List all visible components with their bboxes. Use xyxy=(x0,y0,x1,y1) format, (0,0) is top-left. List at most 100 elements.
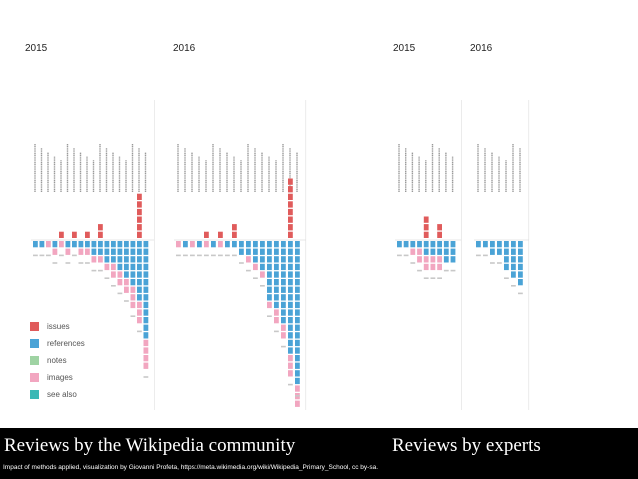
visualization xyxy=(31,100,530,410)
bar-references-0-15-3 xyxy=(130,263,136,271)
legend-swatch-images xyxy=(30,373,39,382)
count-tick-1-10 xyxy=(246,269,251,272)
count-tick-3-2 xyxy=(490,262,495,264)
bar-references-0-17-3 xyxy=(143,263,149,271)
legend-swatch-issues xyxy=(30,322,39,331)
bar-images-1-15-0 xyxy=(281,324,286,331)
bar-references-0-3-0 xyxy=(52,241,58,248)
bar-references-1-10-0 xyxy=(246,241,251,248)
bar-references-1-17-4 xyxy=(295,271,300,278)
bar-references-3-6-2 xyxy=(518,256,523,263)
bar-images-2-5-1 xyxy=(430,263,436,271)
count-tick-1-15 xyxy=(281,345,286,348)
bar-images-1-2-0 xyxy=(190,241,195,248)
bar-references-1-17-2 xyxy=(295,256,300,263)
bar-references-2-7-2 xyxy=(443,256,449,263)
bar-references-0-17-12 xyxy=(143,332,149,339)
bar-references-1-14-5 xyxy=(274,279,279,286)
bar-references-2-7-0 xyxy=(443,241,449,248)
bar-images-0-17-0 xyxy=(143,339,149,347)
count-tick-2-3 xyxy=(417,269,422,272)
bar-references-1-11-0 xyxy=(253,241,258,248)
bar-images-1-4-0 xyxy=(204,241,209,248)
bar-references-0-15-1 xyxy=(130,248,136,255)
bar-references-1-11-1 xyxy=(253,248,258,255)
bar-references-0-7-0 xyxy=(78,241,84,248)
bar-references-0-12-2 xyxy=(111,256,116,263)
bar-issues-1-16-5 xyxy=(288,193,293,200)
count-tick-0-13 xyxy=(117,292,123,295)
bar-references-0-12-1 xyxy=(111,248,116,255)
bar-references-1-12-2 xyxy=(260,256,265,263)
bar-references-2-8-2 xyxy=(450,256,456,263)
bar-references-2-7-1 xyxy=(443,248,449,255)
bar-references-3-5-3 xyxy=(511,263,516,271)
bar-references-3-6-5 xyxy=(518,279,523,286)
bar-images-0-15-0 xyxy=(130,286,136,293)
bar-images-0-9-0 xyxy=(91,256,97,263)
legend-swatch-notes xyxy=(30,356,39,365)
bar-issues-1-6-0 xyxy=(218,231,223,238)
bar-references-3-5-2 xyxy=(511,256,516,263)
bar-references-1-10-1 xyxy=(246,248,251,255)
bar-references-0-11-1 xyxy=(104,248,110,255)
bar-references-2-2-0 xyxy=(410,241,416,248)
bar-issues-1-16-3 xyxy=(288,208,293,216)
bar-references-1-1-0 xyxy=(183,241,188,248)
bar-references-1-5-0 xyxy=(211,241,216,248)
bar-references-1-16-9 xyxy=(288,309,293,316)
bar-images-1-12-0 xyxy=(260,271,265,278)
count-tick-0-2 xyxy=(46,254,51,257)
bar-references-1-17-8 xyxy=(295,301,300,309)
bar-issues-2-6-1 xyxy=(437,224,442,231)
bar-images-1-15-1 xyxy=(281,332,286,339)
bar-images-2-6-0 xyxy=(437,256,442,263)
bar-references-2-8-1 xyxy=(450,248,456,255)
count-tick-1-3 xyxy=(197,254,202,257)
bar-references-0-17-2 xyxy=(143,256,149,263)
legend-swatch-see-also xyxy=(30,390,39,399)
bar-references-1-16-1 xyxy=(288,248,293,255)
bar-issues-1-16-4 xyxy=(288,201,293,208)
bar-images-1-16-0 xyxy=(288,355,293,362)
bar-references-0-10-1 xyxy=(98,248,103,255)
bar-references-0-17-9 xyxy=(143,309,149,316)
bar-references-1-14-4 xyxy=(274,271,279,278)
bar-references-1-14-2 xyxy=(274,256,279,263)
count-tick-0-17 xyxy=(143,376,149,378)
bar-images-2-3-1 xyxy=(417,256,422,263)
bar-references-1-12-0 xyxy=(260,241,265,248)
bar-references-1-3-0 xyxy=(197,241,202,248)
bar-references-1-7-0 xyxy=(225,241,230,248)
bar-references-1-17-11 xyxy=(295,324,300,331)
bar-images-0-14-0 xyxy=(124,279,129,286)
bar-references-1-17-7 xyxy=(295,294,300,301)
bar-references-3-4-1 xyxy=(504,248,509,255)
bar-images-1-11-0 xyxy=(253,263,258,271)
count-tick-0-12 xyxy=(111,285,116,287)
bar-images-0-17-3 xyxy=(143,362,149,369)
bar-references-1-16-13 xyxy=(288,339,293,347)
bar-issues-0-4-0 xyxy=(59,231,64,238)
bar-references-0-11-2 xyxy=(104,256,110,263)
caption-experts: Reviews by experts xyxy=(392,435,541,456)
bar-references-3-4-2 xyxy=(504,256,509,263)
credit-line: Impact of methods applied, visualization… xyxy=(3,464,378,471)
count-tick-0-4 xyxy=(59,254,64,257)
bar-references-2-3-0 xyxy=(417,241,422,248)
bar-references-0-14-1 xyxy=(124,248,129,255)
bar-issues-1-16-1 xyxy=(288,224,293,231)
count-tick-0-14 xyxy=(124,300,129,302)
legend-item-see-also: see also xyxy=(30,386,85,403)
bar-issues-0-10-1 xyxy=(98,224,103,231)
bar-issues-2-4-0 xyxy=(423,231,429,238)
count-tick-2-5 xyxy=(430,277,436,279)
bar-images-1-13-0 xyxy=(267,301,272,309)
bar-references-3-5-1 xyxy=(511,248,516,255)
bar-references-1-11-2 xyxy=(253,256,258,263)
bar-images-0-8-0 xyxy=(85,248,90,255)
bar-references-3-2-0 xyxy=(490,241,495,248)
count-tick-3-3 xyxy=(497,262,502,264)
count-tick-2-6 xyxy=(437,277,442,279)
bar-references-0-0-0 xyxy=(33,241,38,248)
